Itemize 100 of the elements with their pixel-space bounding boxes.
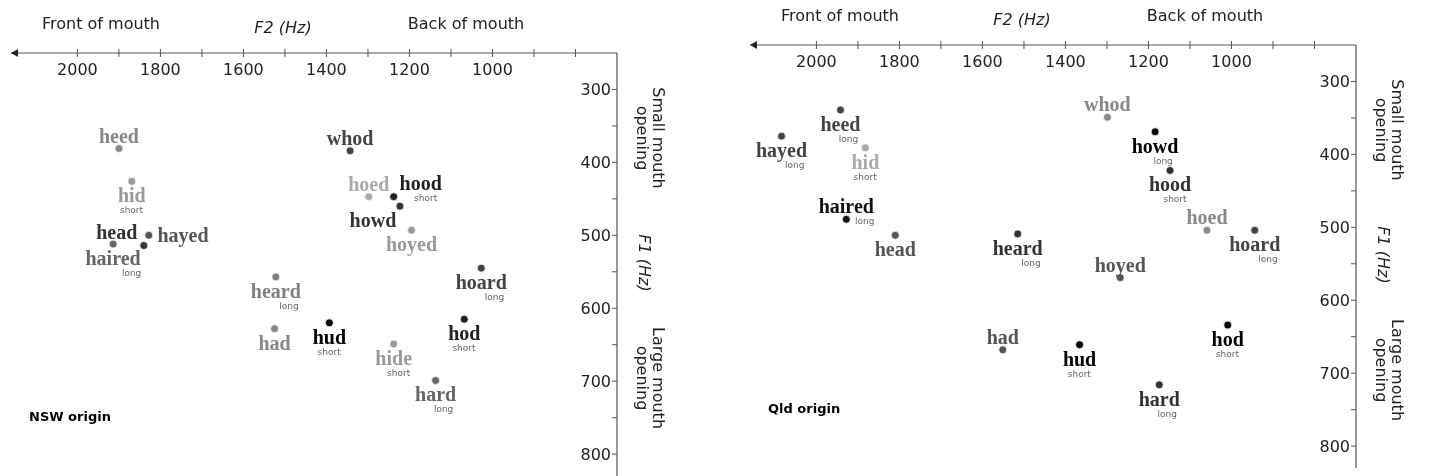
point — [459, 314, 469, 324]
point — [1223, 320, 1233, 330]
point — [389, 192, 399, 202]
y-tick-label: 600 — [1319, 290, 1350, 310]
series-label: hard — [415, 383, 457, 406]
annotation: short — [387, 367, 411, 378]
point — [324, 318, 334, 328]
point — [271, 272, 281, 282]
point — [431, 376, 441, 385]
annotation: short — [1215, 349, 1240, 360]
series-label: hid — [117, 184, 146, 207]
series-label: whod — [326, 126, 374, 149]
series-label: hoed — [348, 172, 390, 195]
series-label: hide — [375, 346, 413, 369]
series-label: hud — [1062, 347, 1097, 370]
y-tick-label: 300 — [580, 79, 611, 99]
series-label: hayed — [755, 139, 808, 163]
y-tick-label: 700 — [580, 371, 611, 391]
text: Front of mouth — [781, 6, 899, 25]
point — [345, 146, 355, 156]
point — [1154, 380, 1164, 390]
y-tick-label: 700 — [1319, 363, 1350, 383]
point — [1102, 112, 1112, 122]
y-tick-label: 400 — [1319, 144, 1350, 164]
y-axis-title: F1 (Hz) — [1374, 226, 1394, 284]
text: Large mouth opening — [633, 326, 669, 430]
annotation: long — [433, 404, 454, 415]
annotation: short — [119, 205, 144, 216]
series-label: head — [874, 238, 916, 261]
x-tick-label: 1400 — [306, 60, 347, 79]
series-label: heed — [820, 112, 861, 135]
series-label: hoed — [1186, 206, 1228, 229]
point — [407, 225, 416, 235]
point — [1075, 340, 1084, 350]
x-tick-label: 1400 — [1045, 52, 1086, 71]
x-axis-title: F2 (Hz) — [254, 18, 312, 37]
point — [836, 105, 845, 115]
point — [476, 263, 486, 273]
series-label: haired — [818, 195, 874, 218]
point — [389, 339, 399, 349]
point — [1202, 225, 1212, 235]
x-tick-label: 1800 — [879, 52, 920, 71]
text: Back of mouth — [1146, 6, 1264, 25]
x-tick-label: 1000 — [472, 60, 513, 79]
series-label: whod — [1084, 93, 1131, 116]
series-label: hood — [1148, 173, 1192, 196]
annotation: long — [1157, 408, 1177, 419]
x-tick-label: 1800 — [140, 60, 181, 79]
point — [860, 143, 870, 153]
x-tick-label: 1000 — [1211, 52, 1252, 71]
point — [1013, 229, 1023, 239]
text: Small mouth opening — [1372, 79, 1408, 181]
annotation: long — [838, 133, 859, 144]
series-label: hoyed — [385, 233, 438, 257]
x-tick-label: 2000 — [796, 52, 837, 71]
text: Qld origin — [768, 401, 841, 416]
series-label: had — [986, 325, 1019, 348]
series-label: heed — [98, 124, 139, 147]
series-label: haired — [85, 247, 141, 270]
series-label: hoard — [455, 271, 507, 294]
point — [890, 230, 900, 240]
annotation: short — [853, 171, 878, 182]
series-label: hod — [1211, 328, 1244, 351]
text: Small mouth opening — [633, 87, 669, 189]
text: Front of mouth — [42, 14, 160, 33]
series-label: hoard — [1229, 233, 1281, 256]
text: Back of mouth — [407, 14, 525, 33]
annotation: short — [1067, 368, 1092, 379]
annotation: long — [785, 160, 805, 171]
annotation: short — [414, 192, 438, 203]
point — [998, 345, 1008, 355]
annotation: long — [279, 300, 299, 311]
series-label: hard — [1138, 387, 1180, 410]
series-label: heard — [250, 279, 301, 302]
x-tick-label: 1200 — [389, 60, 430, 79]
text: Large mouth opening — [1372, 318, 1408, 422]
annotation: long — [855, 216, 875, 227]
annotation: short — [1163, 194, 1188, 205]
annotation: long — [1021, 257, 1041, 268]
series-label: howd — [349, 209, 397, 232]
annotation: long — [484, 292, 505, 303]
point — [127, 176, 137, 186]
y-tick-label: 800 — [580, 444, 611, 464]
point — [1165, 166, 1175, 175]
series-label: heard — [992, 236, 1043, 259]
annotation: short — [317, 346, 342, 357]
x-axis-title: F2 (Hz) — [993, 10, 1051, 29]
point — [364, 192, 374, 202]
series-label: hod — [448, 322, 481, 345]
point — [144, 230, 154, 240]
point — [777, 131, 786, 141]
y-tick-label: 300 — [1319, 71, 1350, 91]
series-label: had — [258, 331, 291, 354]
series-label: hoyed — [1094, 253, 1146, 277]
annotation: long — [1258, 254, 1278, 265]
point — [114, 144, 124, 153]
y-tick-label: 500 — [580, 225, 611, 245]
series-label: hud — [312, 325, 347, 348]
series-label: howd — [1131, 134, 1179, 157]
point — [139, 241, 149, 250]
